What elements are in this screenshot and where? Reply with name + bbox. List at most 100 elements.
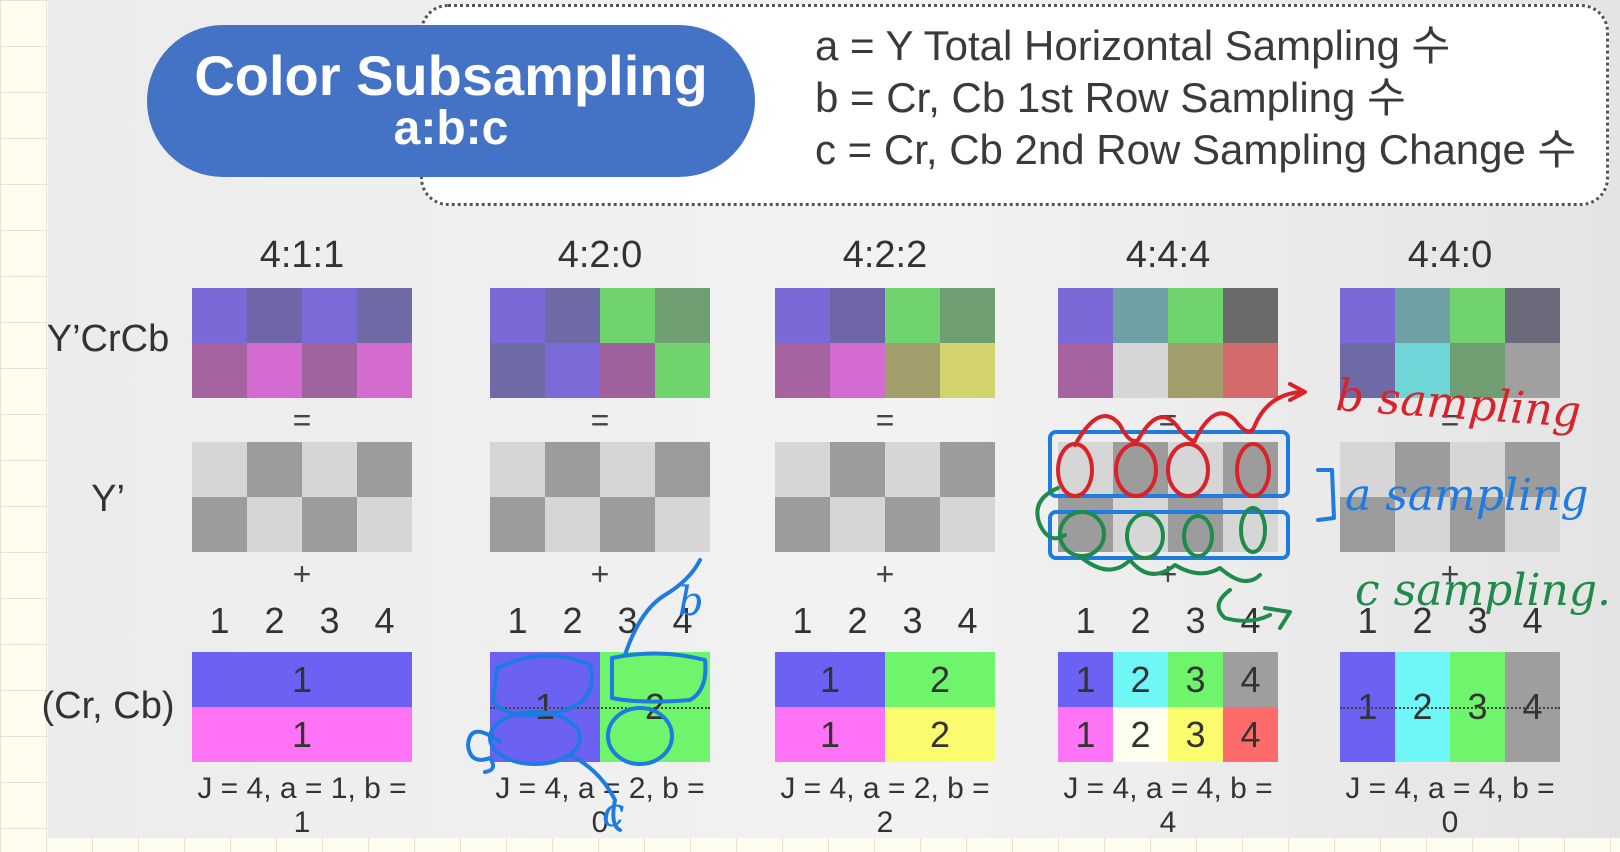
luma-cell	[1168, 497, 1223, 552]
luma-cell	[247, 442, 302, 497]
plus-sign: +	[1158, 556, 1178, 592]
plus-sign: +	[590, 556, 610, 592]
equals-sign: =	[292, 402, 312, 438]
luma-cell	[1450, 442, 1505, 497]
sampling-equation: J = 4, a = 2, b = 2	[780, 772, 990, 839]
sample-index: 4	[672, 600, 693, 641]
luma-grid	[775, 442, 995, 552]
ycrcb-cell	[490, 343, 545, 398]
equals-sign: =	[1440, 402, 1460, 438]
luma-cell	[1395, 442, 1450, 497]
luma-cell	[775, 442, 830, 497]
ycrcb-cell	[490, 288, 545, 343]
title-line-1: Color Subsampling	[194, 44, 708, 107]
ratio-label: 4:4:0	[1407, 234, 1493, 276]
chroma-cell: 1	[192, 652, 412, 707]
chroma-cell: 1	[1058, 652, 1113, 707]
ycrcb-cell	[1168, 288, 1223, 343]
sample-index: 3	[1185, 600, 1206, 641]
sample-index: 4	[1240, 600, 1261, 641]
ycrcb-cell	[1340, 343, 1395, 398]
ycrcb-grid	[1340, 288, 1560, 398]
ycrcb-cell	[1450, 288, 1505, 343]
luma-cell	[885, 497, 940, 552]
ycrcb-cell	[1113, 288, 1168, 343]
sample-index: 1	[792, 600, 813, 641]
luma-cell	[357, 442, 412, 497]
luma-cell	[1223, 497, 1278, 552]
row-label-y: Y’	[91, 478, 125, 520]
ycrcb-grid	[192, 288, 412, 398]
luma-cell	[1340, 497, 1395, 552]
ycrcb-cell	[1395, 288, 1450, 343]
luma-cell	[1058, 497, 1113, 552]
chroma-cell: 1	[775, 707, 885, 762]
ratio-label: 4:2:0	[557, 234, 643, 276]
luma-cell	[1223, 442, 1278, 497]
sample-index: 4	[374, 600, 395, 641]
ycrcb-grid	[1058, 288, 1278, 398]
luma-grid	[1340, 442, 1560, 552]
ycrcb-grid	[490, 288, 710, 398]
luma-cell	[302, 442, 357, 497]
row-label-ycrcb: Y’CrCb	[46, 318, 170, 360]
luma-cell	[655, 497, 710, 552]
luma-cell	[1113, 497, 1168, 552]
sample-index: 2	[562, 600, 583, 641]
equals-sign: =	[875, 402, 895, 438]
title-pill: Color Subsampling a:b:c	[147, 25, 755, 177]
ycrcb-cell	[940, 288, 995, 343]
ycrcb-cell	[1223, 343, 1278, 398]
sample-index: 3	[1467, 600, 1488, 641]
luma-cell	[1395, 497, 1450, 552]
ycrcb-cell	[830, 288, 885, 343]
ycrcb-cell	[1340, 288, 1395, 343]
ycrcb-cell	[1450, 343, 1505, 398]
definition-c: c = Cr, Cb 2nd Row Sampling Change 수	[815, 126, 1577, 173]
ycrcb-cell	[600, 288, 655, 343]
luma-cell	[1450, 497, 1505, 552]
plus-sign: +	[1440, 556, 1460, 592]
ycrcb-cell	[655, 288, 710, 343]
chroma-cell: 4	[1223, 707, 1278, 762]
luma-cell	[192, 497, 247, 552]
luma-cell	[600, 442, 655, 497]
luma-grid	[1058, 442, 1278, 552]
ycrcb-cell	[830, 343, 885, 398]
chroma-cell: 3	[1168, 707, 1223, 762]
ratio-label: 4:4:4	[1125, 234, 1211, 276]
ycrcb-grid	[775, 288, 995, 398]
ycrcb-cell	[247, 343, 302, 398]
luma-cell	[545, 442, 600, 497]
sample-index: 2	[264, 600, 285, 641]
sample-index: 4	[1522, 600, 1543, 641]
ycrcb-cell	[247, 288, 302, 343]
sample-index: 1	[1075, 600, 1096, 641]
luma-cell	[1505, 497, 1560, 552]
ycrcb-cell	[357, 343, 412, 398]
luma-grid	[192, 442, 412, 552]
sample-index: 2	[1412, 600, 1433, 641]
luma-cell	[1058, 442, 1113, 497]
luma-cell	[490, 497, 545, 552]
ycrcb-cell	[1168, 343, 1223, 398]
sample-index: 1	[507, 600, 528, 641]
luma-cell	[1113, 442, 1168, 497]
sample-index: 1	[209, 600, 230, 641]
luma-cell	[830, 497, 885, 552]
sample-index: 3	[319, 600, 340, 641]
luma-cell	[247, 497, 302, 552]
sample-index: 1	[1357, 600, 1378, 641]
ycrcb-cell	[600, 343, 655, 398]
ycrcb-cell	[885, 343, 940, 398]
ycrcb-cell	[545, 288, 600, 343]
sample-index: 4	[957, 600, 978, 641]
luma-cell	[600, 497, 655, 552]
